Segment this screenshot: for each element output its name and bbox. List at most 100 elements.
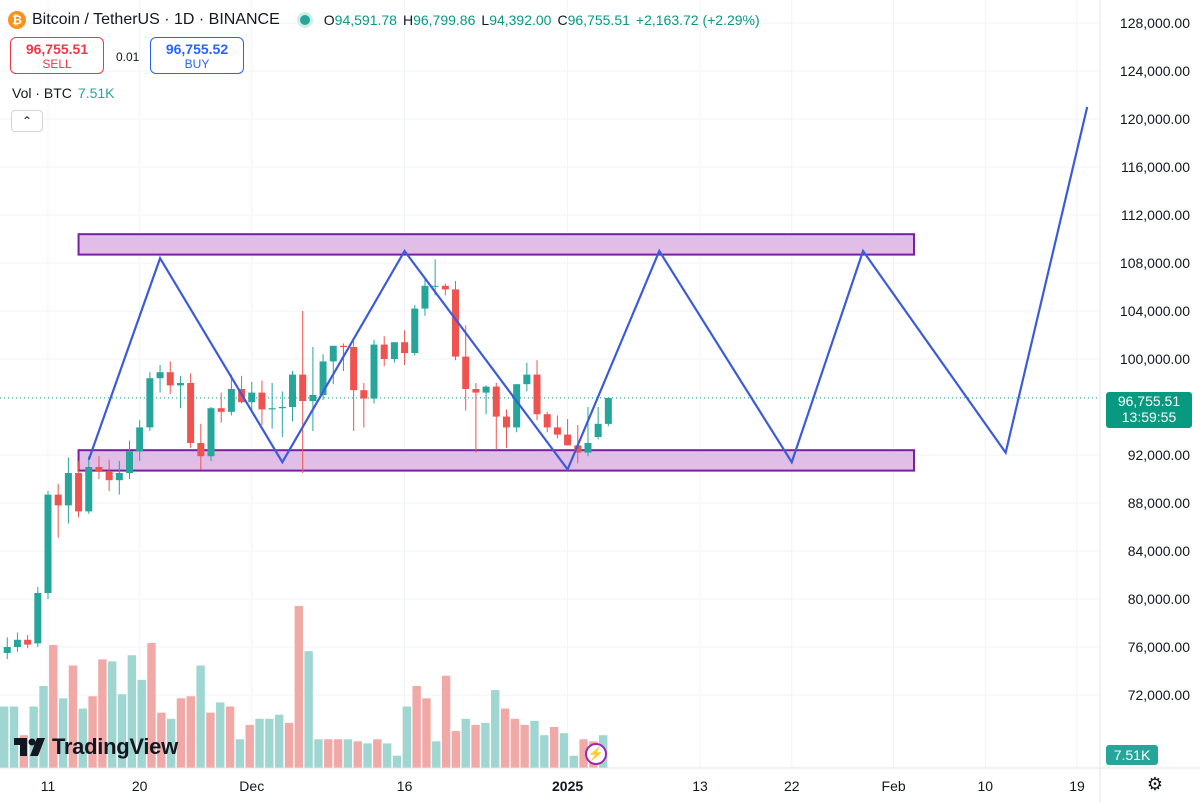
candle-body[interactable]: [533, 374, 541, 415]
lightning-icon[interactable]: ⚡: [585, 743, 607, 765]
candle-body[interactable]: [278, 407, 286, 409]
candle-body[interactable]: [227, 389, 235, 412]
volume-bar: [147, 642, 156, 768]
buy-button[interactable]: 96,755.52 BUY: [150, 37, 244, 74]
candle-body[interactable]: [370, 344, 378, 399]
candle-body[interactable]: [462, 356, 470, 389]
candle-body[interactable]: [13, 639, 21, 647]
symbol-title[interactable]: Bitcoin / TetherUS · 1D · BINANCE: [32, 11, 280, 28]
candle-body[interactable]: [54, 494, 62, 506]
candle-body[interactable]: [217, 408, 225, 412]
volume-bar: [58, 698, 68, 768]
time-tick-label: 13: [692, 778, 708, 794]
candle-body[interactable]: [258, 392, 266, 410]
candle-body[interactable]: [339, 345, 347, 347]
candle-body[interactable]: [136, 427, 144, 452]
candle-body[interactable]: [95, 467, 103, 472]
candle-body[interactable]: [105, 471, 113, 481]
price-tick-label: 116,000.00: [1121, 159, 1190, 175]
candle-body[interactable]: [176, 383, 184, 386]
candle-body[interactable]: [319, 361, 327, 395]
candle-body[interactable]: [492, 386, 500, 417]
volume-bar: [216, 702, 225, 768]
volume-bar: [451, 731, 461, 768]
candle-body[interactable]: [431, 285, 439, 287]
candle-body[interactable]: [64, 473, 72, 506]
tradingview-mark-icon: [14, 738, 45, 756]
candle-body[interactable]: [360, 390, 368, 399]
projection-path[interactable]: [87, 106, 1089, 472]
candle-body[interactable]: [3, 647, 11, 653]
change-value: +2,163.72 (+2.29%): [635, 12, 760, 28]
candle-body[interactable]: [85, 467, 93, 512]
time-tick-label: Feb: [882, 778, 906, 794]
candle-body[interactable]: [523, 374, 531, 385]
gear-icon[interactable]: ⚙: [1146, 773, 1164, 794]
collapse-legend-button[interactable]: ⌃: [11, 110, 43, 132]
candle-body[interactable]: [472, 389, 480, 393]
candle-body[interactable]: [604, 397, 612, 424]
candle-body[interactable]: [268, 408, 276, 410]
candle-body[interactable]: [115, 473, 123, 481]
sell-button[interactable]: 96,755.51 SELL: [10, 37, 104, 74]
candle-body[interactable]: [380, 344, 388, 359]
resistance-zone[interactable]: [77, 233, 915, 256]
time-tick-label: Dec: [239, 778, 264, 794]
candle-body[interactable]: [574, 445, 582, 453]
spread-value: 0.01: [116, 50, 140, 64]
candle-body[interactable]: [44, 494, 52, 593]
candle-body[interactable]: [146, 378, 154, 428]
candle-body[interactable]: [564, 434, 572, 446]
candle-body[interactable]: [207, 408, 215, 457]
candle-body[interactable]: [584, 443, 592, 453]
candle-body[interactable]: [411, 308, 419, 353]
candle-body[interactable]: [594, 423, 602, 437]
candle-body[interactable]: [441, 285, 449, 290]
volume-bar: [157, 712, 166, 768]
volume-legend[interactable]: Vol · BTC 7.51K: [12, 85, 115, 101]
volume-bar: [579, 739, 588, 768]
candle-body[interactable]: [187, 383, 195, 443]
candle-body[interactable]: [482, 386, 490, 393]
candle-body[interactable]: [24, 639, 32, 645]
candle-body[interactable]: [34, 593, 42, 644]
price-tick-label: 108,000.00: [1120, 255, 1190, 271]
buy-label: BUY: [184, 57, 210, 71]
high-key: H: [402, 12, 414, 28]
volume-bar: [166, 718, 176, 768]
close-key: C: [557, 12, 568, 28]
candle-body[interactable]: [421, 285, 429, 309]
candle-body[interactable]: [452, 289, 460, 357]
candle-body[interactable]: [309, 395, 317, 401]
volume-bar: [392, 755, 402, 768]
price-tick-label: 120,000.00: [1120, 111, 1190, 127]
candle-body[interactable]: [166, 372, 174, 386]
volume-bar: [265, 718, 274, 768]
candle-body[interactable]: [553, 427, 561, 435]
buy-price: 96,755.52: [165, 41, 229, 57]
tradingview-logo[interactable]: TradingView: [14, 734, 178, 760]
candle-body[interactable]: [197, 443, 205, 457]
candle-body[interactable]: [329, 345, 337, 362]
volume-bar: [206, 712, 215, 768]
candle-body[interactable]: [502, 416, 510, 428]
candle-body[interactable]: [289, 374, 297, 407]
close-value: 96,755.51: [567, 12, 630, 28]
candle-body[interactable]: [390, 342, 398, 359]
candle-body[interactable]: [156, 372, 164, 379]
volume-bar: [78, 708, 87, 768]
candle-body[interactable]: [543, 414, 551, 428]
candle-body[interactable]: [126, 451, 134, 473]
candle-body[interactable]: [350, 347, 358, 391]
last-price-label: 96,755.51 13:59:55: [1106, 392, 1192, 428]
candle-body[interactable]: [299, 374, 307, 401]
candle-body[interactable]: [513, 384, 521, 428]
volume-bar: [68, 665, 78, 768]
volume-bar: [137, 679, 146, 768]
volume-bar: [186, 696, 195, 768]
candle-body[interactable]: [401, 342, 409, 353]
low-key: L: [481, 12, 490, 28]
candle-body[interactable]: [248, 392, 256, 403]
candle-body[interactable]: [75, 473, 83, 512]
